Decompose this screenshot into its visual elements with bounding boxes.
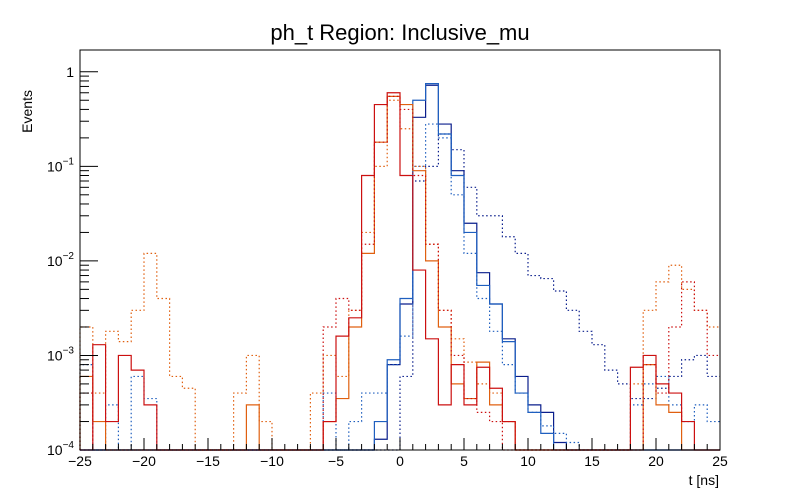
y-tick-label: 10−3 — [47, 345, 74, 363]
x-ticks: −25 −20 −15 −10 −5 0 5 10 15 20 25 — [68, 438, 728, 469]
y-tick-label: 10−2 — [47, 251, 74, 269]
y-axis-label: Events — [19, 90, 35, 133]
y-tick-label: 10−1 — [47, 156, 74, 174]
x-tick-label: 0 — [396, 453, 404, 469]
x-tick-label: −20 — [132, 453, 156, 469]
x-tick-label: −10 — [260, 453, 284, 469]
x-tick-label: −25 — [68, 453, 92, 469]
series-line-5 — [79, 99, 720, 451]
chart-title: ph_t Region: Inclusive_mu — [270, 20, 529, 45]
series-line-1 — [80, 133, 720, 451]
series-layer — [79, 83, 720, 451]
series-line-6 — [80, 92, 720, 451]
x-tick-label: −5 — [328, 453, 344, 469]
x-tick-label: 25 — [712, 453, 728, 469]
x-tick-label: 20 — [648, 453, 664, 469]
x-tick-label: 10 — [520, 453, 536, 469]
x-axis-label: t [ns] — [689, 472, 719, 488]
y-tick-label: 10−4 — [47, 440, 74, 458]
y-tick-label: 1 — [66, 64, 74, 80]
x-tick-label: −15 — [196, 453, 220, 469]
x-tick-label: 5 — [460, 453, 468, 469]
x-tick-label: 15 — [584, 453, 600, 469]
y-ticks: 10−4 10−3 10−2 10−1 1 — [47, 64, 98, 458]
